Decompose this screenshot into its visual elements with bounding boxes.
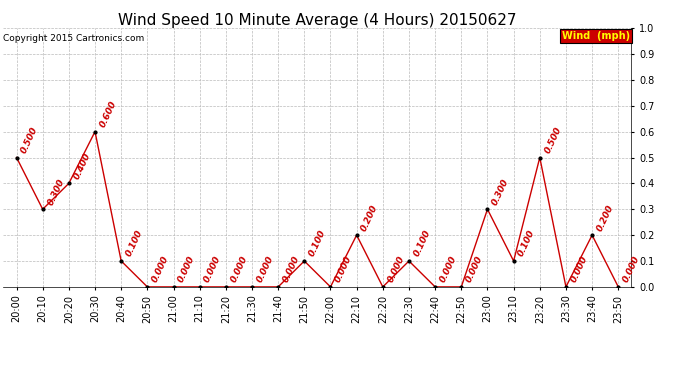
- Text: 0.000: 0.000: [282, 255, 302, 284]
- Text: 0.000: 0.000: [150, 255, 170, 284]
- Text: 0.000: 0.000: [622, 255, 642, 284]
- Text: 0.000: 0.000: [177, 255, 197, 284]
- Text: 0.000: 0.000: [569, 255, 589, 284]
- Text: 0.000: 0.000: [255, 255, 275, 284]
- Text: 0.100: 0.100: [124, 229, 144, 258]
- Text: Copyright 2015 Cartronics.com: Copyright 2015 Cartronics.com: [3, 34, 145, 43]
- Text: 0.100: 0.100: [412, 229, 432, 258]
- Text: 0.300: 0.300: [491, 177, 511, 207]
- Text: 0.300: 0.300: [46, 177, 66, 207]
- Text: 0.200: 0.200: [595, 203, 615, 232]
- Text: 0.100: 0.100: [308, 229, 328, 258]
- Text: Wind  (mph): Wind (mph): [562, 31, 630, 41]
- Text: 0.400: 0.400: [72, 151, 92, 181]
- Text: 0.100: 0.100: [517, 229, 537, 258]
- Text: 0.500: 0.500: [20, 125, 40, 155]
- Text: 0.500: 0.500: [543, 125, 563, 155]
- Text: 0.000: 0.000: [229, 255, 249, 284]
- Text: 0.000: 0.000: [438, 255, 458, 284]
- Text: 0.000: 0.000: [203, 255, 223, 284]
- Text: 0.000: 0.000: [386, 255, 406, 284]
- Text: 0.000: 0.000: [464, 255, 484, 284]
- Text: 0.000: 0.000: [334, 255, 354, 284]
- Text: Wind Speed 10 Minute Average (4 Hours) 20150627: Wind Speed 10 Minute Average (4 Hours) 2…: [118, 13, 517, 28]
- Text: 0.200: 0.200: [359, 203, 380, 232]
- Text: 0.600: 0.600: [98, 99, 118, 129]
